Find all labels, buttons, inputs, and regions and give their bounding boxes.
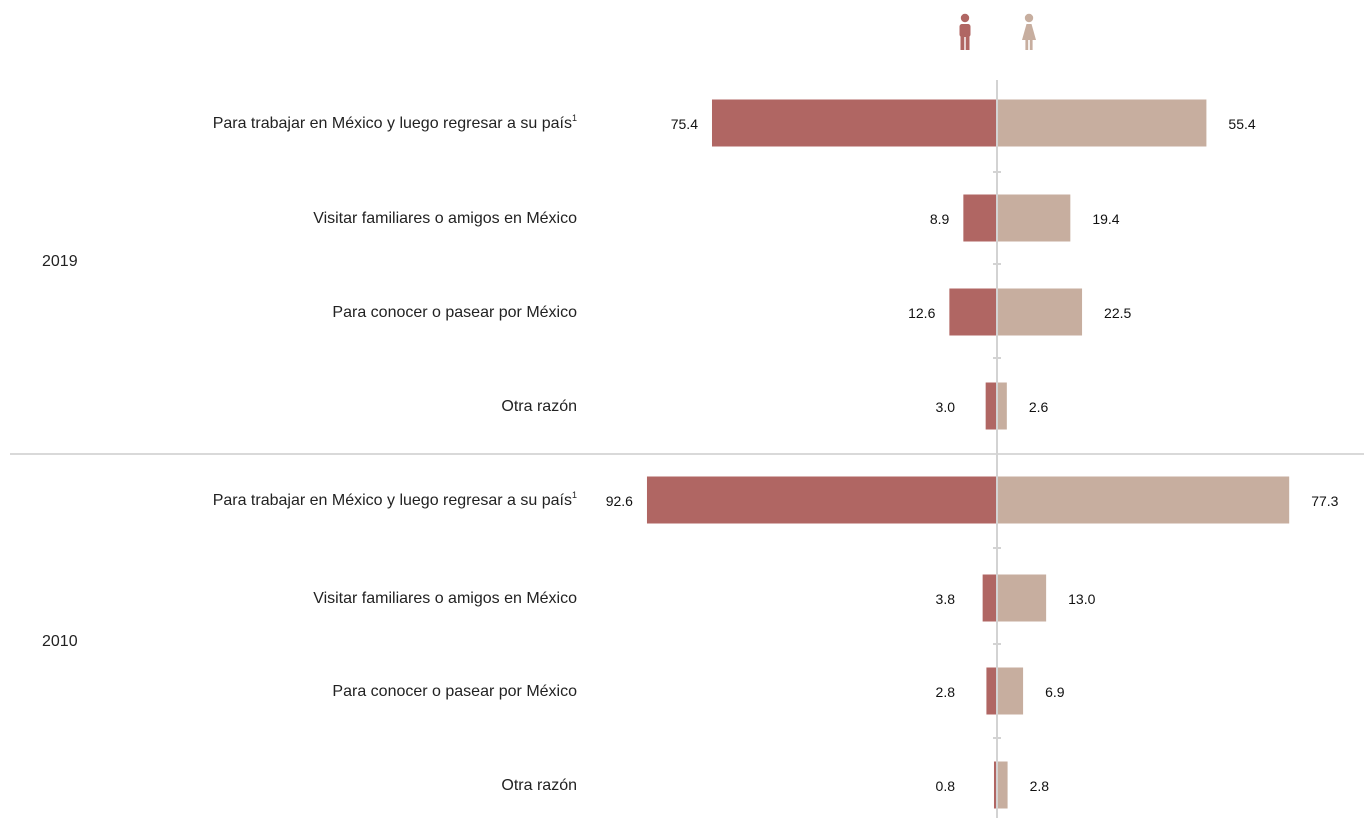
category-label-otra-razon: Otra razón [501, 777, 577, 794]
woman-icon [1022, 13, 1036, 50]
value-label-male-2019-otra-razon: 3.0 [936, 399, 956, 415]
value-label-female-2019-para-conocer-o-pasear-por-mexico: 22.5 [1104, 305, 1131, 321]
value-label-female-2019-otra-razon: 2.6 [1029, 399, 1049, 415]
bar-female-2019-para-conocer-o-pasear-por-mexico [997, 288, 1083, 336]
value-label-male-2019-visitar-familiares-o-amigos-en-mexico: 8.9 [930, 211, 950, 227]
category-label-para-trabajar-en-mexico-y-luego-regresar-a-su-pais: Para trabajar en México y luego regresar… [213, 490, 577, 509]
bar-male-2010-para-trabajar-en-mexico-y-luego-regresar-a-su-pais [646, 476, 997, 524]
value-label-male-2010-otra-razon: 0.8 [936, 778, 956, 794]
bar-female-2019-otra-razon [997, 382, 1007, 430]
bar-male-2019-para-conocer-o-pasear-por-mexico [949, 288, 997, 336]
bar-male-2019-visitar-familiares-o-amigos-en-mexico [963, 194, 997, 242]
value-label-female-2019-visitar-familiares-o-amigos-en-mexico: 19.4 [1092, 211, 1119, 227]
value-label-female-2019-para-trabajar-en-mexico-y-luego-regresar-a-su-pais: 55.4 [1228, 116, 1255, 132]
value-label-female-2010-otra-razon: 2.8 [1030, 778, 1050, 794]
category-label-para-trabajar-en-mexico-y-luego-regresar-a-su-pais: Para trabajar en México y luego regresar… [213, 113, 577, 132]
category-label-visitar-familiares-o-amigos-en-mexico: Visitar familiares o amigos en México [313, 590, 577, 607]
footnote-mark: 1 [572, 490, 577, 500]
year-label-2010: 2010 [42, 633, 78, 650]
value-label-female-2010-visitar-familiares-o-amigos-en-mexico: 13.0 [1068, 591, 1095, 607]
value-label-male-2010-para-trabajar-en-mexico-y-luego-regresar-a-su-pais: 92.6 [606, 493, 633, 509]
category-label-otra-razon: Otra razón [501, 398, 577, 415]
value-label-male-2019-para-conocer-o-pasear-por-mexico: 12.6 [908, 305, 935, 321]
footnote-mark: 1 [572, 113, 577, 123]
bar-male-2010-otra-razon [993, 761, 997, 809]
bar-female-2010-para-trabajar-en-mexico-y-luego-regresar-a-su-pais [997, 476, 1290, 524]
category-label-para-conocer-o-pasear-por-mexico: Para conocer o pasear por México [332, 304, 577, 321]
value-label-female-2010-para-trabajar-en-mexico-y-luego-regresar-a-su-pais: 77.3 [1311, 493, 1338, 509]
category-label-para-conocer-o-pasear-por-mexico: Para conocer o pasear por México [332, 683, 577, 700]
value-label-male-2019-para-trabajar-en-mexico-y-luego-regresar-a-su-pais: 75.4 [671, 116, 698, 132]
bar-male-2019-otra-razon [985, 382, 997, 430]
value-label-male-2010-para-conocer-o-pasear-por-mexico: 2.8 [936, 684, 956, 700]
value-label-male-2010-visitar-familiares-o-amigos-en-mexico: 3.8 [936, 591, 956, 607]
bar-male-2019-para-trabajar-en-mexico-y-luego-regresar-a-su-pais [711, 99, 997, 147]
category-label-visitar-familiares-o-amigos-en-mexico: Visitar familiares o amigos en México [313, 210, 577, 227]
bar-female-2010-otra-razon [997, 761, 1008, 809]
man-icon [959, 13, 971, 50]
legend [959, 13, 1036, 50]
bar-female-2019-visitar-familiares-o-amigos-en-mexico [997, 194, 1071, 242]
bar-male-2010-para-conocer-o-pasear-por-mexico [986, 667, 997, 715]
bar-female-2010-visitar-familiares-o-amigos-en-mexico [997, 574, 1047, 622]
bar-male-2010-visitar-familiares-o-amigos-en-mexico [982, 574, 997, 622]
bar-female-2010-para-conocer-o-pasear-por-mexico [997, 667, 1024, 715]
value-label-female-2010-para-conocer-o-pasear-por-mexico: 6.9 [1045, 684, 1065, 700]
year-label-2019: 2019 [42, 253, 78, 270]
bar-female-2019-para-trabajar-en-mexico-y-luego-regresar-a-su-pais [997, 99, 1207, 147]
